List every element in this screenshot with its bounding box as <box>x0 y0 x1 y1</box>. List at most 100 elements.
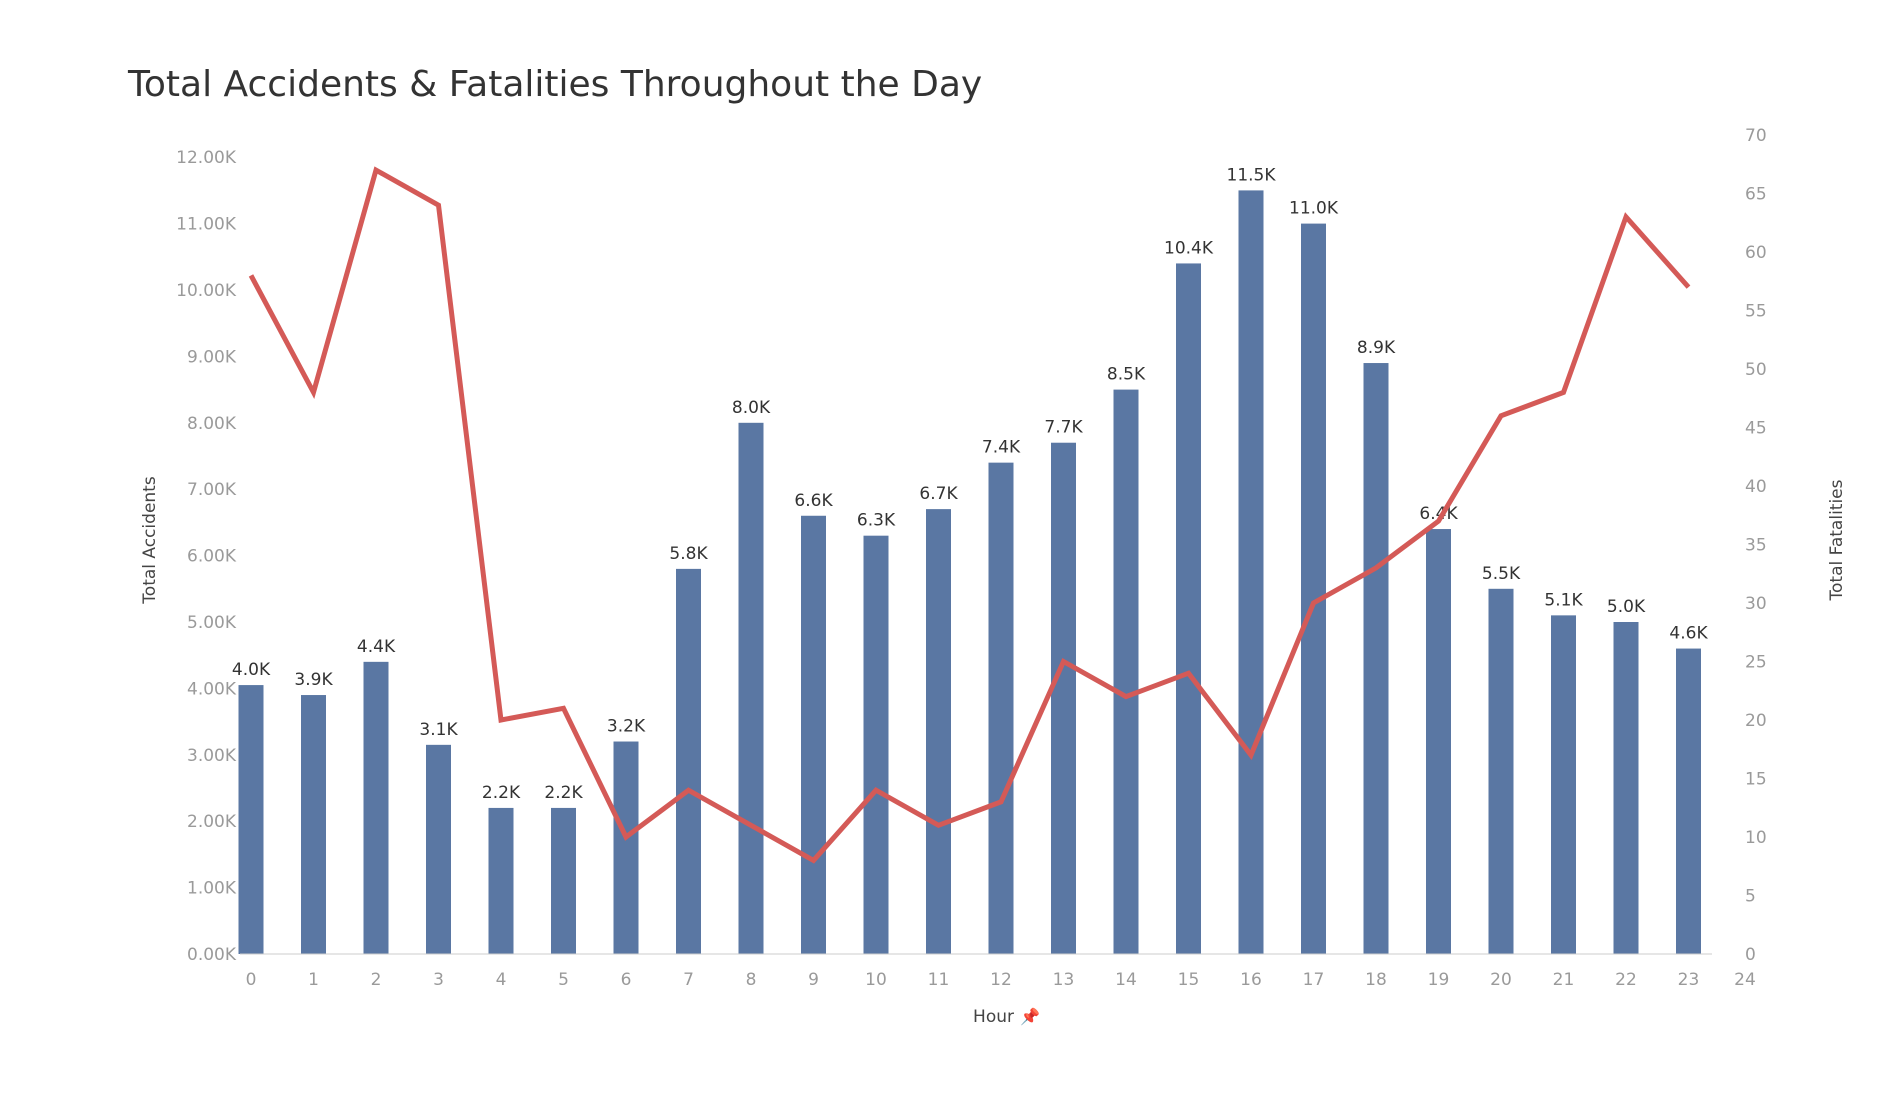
bar-hour-14 <box>1113 389 1139 955</box>
x-tick-label: 9 <box>808 970 819 990</box>
bar-label-hour-4: 2.2K <box>482 783 521 803</box>
left-axis-ticks: 0.00K 1.00K 2.00K 3.00K 4.00K 5.00K 6.00K 7.00K… <box>176 148 237 965</box>
pin-icon[interactable]: 📌 <box>1020 1007 1040 1026</box>
bar-label-hour-16: 11.5K <box>1227 165 1277 185</box>
x-tick-label: 6 <box>621 970 632 990</box>
right-tick-label: 55 <box>1745 302 1767 322</box>
bar-label-hour-11: 6.7K <box>919 484 958 504</box>
bar-hour-12 <box>988 462 1014 954</box>
bar-label-hour-20: 5.5K <box>1482 564 1521 584</box>
x-tick-label: 17 <box>1303 970 1325 990</box>
left-tick-label: 8.00K <box>187 414 237 434</box>
left-tick-label: 1.00K <box>187 879 237 899</box>
right-tick-label: 65 <box>1745 185 1767 205</box>
x-tick-label: 22 <box>1615 970 1637 990</box>
bar-label-hour-2: 4.4K <box>357 637 396 657</box>
right-tick-label: 40 <box>1745 477 1767 497</box>
right-axis-ticks: 0 5 10 15 20 25 30 35 40 45 50 55 60 65 70 <box>1745 126 1767 965</box>
x-tick-label: 19 <box>1428 970 1450 990</box>
left-axis-title: Total Accidents <box>140 476 160 605</box>
x-tick-label: 3 <box>433 970 444 990</box>
x-tick-label: 0 <box>246 970 257 990</box>
bar-hour-20 <box>1488 588 1514 954</box>
right-tick-label: 60 <box>1745 243 1767 263</box>
right-tick-label: 25 <box>1745 653 1767 673</box>
bar-label-hour-23: 4.6K <box>1669 624 1708 644</box>
fatalities-line-group <box>248 166 1691 864</box>
right-tick-label: 45 <box>1745 419 1767 439</box>
left-tick-label: 0.00K <box>187 945 237 965</box>
bar-hour-17 <box>1301 223 1326 955</box>
bar-label-hour-21: 5.1K <box>1544 590 1583 610</box>
bar-hour-9 <box>801 515 826 954</box>
right-tick-label: 15 <box>1745 770 1767 790</box>
x-tick-label: 7 <box>683 970 694 990</box>
bar-hour-16 <box>1238 190 1264 954</box>
left-tick-label: 7.00K <box>187 480 237 500</box>
bar-label-hour-14: 8.5K <box>1107 365 1146 385</box>
left-tick-label: 10.00K <box>176 281 237 301</box>
x-tick-label: 20 <box>1490 970 1512 990</box>
x-tick-label: 23 <box>1678 970 1700 990</box>
bar-hour-4 <box>488 807 514 954</box>
right-tick-label: 30 <box>1745 594 1767 614</box>
bar-hour-23 <box>1676 648 1701 954</box>
bar-hour-2 <box>363 661 389 954</box>
x-tick-label: 18 <box>1365 970 1387 990</box>
bar-hour-18 <box>1363 363 1389 954</box>
bar-hour-19 <box>1426 529 1451 954</box>
left-tick-label: 9.00K <box>187 347 237 367</box>
x-tick-label: 14 <box>1115 970 1137 990</box>
left-tick-label: 2.00K <box>187 812 237 832</box>
bar-hour-8 <box>738 422 764 954</box>
x-tick-label: 4 <box>496 970 507 990</box>
left-tick-label: 4.00K <box>187 679 237 699</box>
bar-hour-5 <box>551 807 576 954</box>
x-axis-ticks: 0 1 2 3 4 5 6 7 8 9 10 11 12 13 14 15 16 17 18 19 20 21 22 23 24 <box>246 970 1756 990</box>
right-tick-label: 20 <box>1745 711 1767 731</box>
bars-group <box>238 190 1701 955</box>
x-tick-label: 11 <box>928 970 950 990</box>
right-tick-label: 10 <box>1745 828 1767 848</box>
x-tick-label: 21 <box>1553 970 1575 990</box>
bar-hour-1 <box>301 695 326 954</box>
x-axis-title: Hour <box>973 1007 1014 1027</box>
bar-label-hour-7: 5.8K <box>669 544 708 564</box>
x-tick-label: 24 <box>1734 970 1756 990</box>
bar-label-hour-6: 3.2K <box>607 717 646 737</box>
bar-label-hour-0: 4.0K <box>232 660 271 680</box>
x-tick-label: 15 <box>1178 970 1200 990</box>
bar-hour-3 <box>426 744 451 954</box>
bar-hour-6 <box>613 741 639 954</box>
right-tick-label: 0 <box>1745 945 1756 965</box>
x-tick-label: 5 <box>558 970 569 990</box>
bar-label-hour-10: 6.3K <box>857 511 896 531</box>
bar-hour-0 <box>238 685 264 954</box>
left-tick-label: 12.00K <box>176 148 237 168</box>
bar-label-hour-15: 10.4K <box>1164 238 1214 258</box>
bar-hour-7 <box>676 568 701 954</box>
bar-label-hour-19: 6.4K <box>1419 504 1458 524</box>
bar-labels-group: 4.0K 3.9K 4.4K 3.1K 2.2K 2.2K 3.2K 5.8K 8.0K 6.6K… <box>232 165 1709 803</box>
x-tick-label: 2 <box>371 970 382 990</box>
right-axis-title: Total Fatalities <box>1827 479 1847 601</box>
left-tick-label: 11.00K <box>176 215 237 235</box>
left-tick-label: 6.00K <box>187 547 237 567</box>
bar-hour-11 <box>926 509 951 954</box>
bar-hour-10 <box>863 535 889 954</box>
bar-label-hour-13: 7.7K <box>1044 418 1083 438</box>
right-tick-label: 35 <box>1745 536 1767 556</box>
x-tick-label: 16 <box>1240 970 1262 990</box>
bar-label-hour-1: 3.9K <box>294 670 333 690</box>
x-tick-label: 8 <box>746 970 757 990</box>
bar-label-hour-9: 6.6K <box>794 491 833 511</box>
x-tick-label: 1 <box>308 970 319 990</box>
x-tick-label: 12 <box>990 970 1012 990</box>
bar-label-hour-5: 2.2K <box>544 783 583 803</box>
x-tick-label: 13 <box>1053 970 1075 990</box>
x-tick-label: 10 <box>865 970 887 990</box>
bar-hour-22 <box>1613 622 1639 954</box>
bar-hour-15 <box>1176 263 1201 954</box>
right-tick-label: 70 <box>1745 126 1767 146</box>
